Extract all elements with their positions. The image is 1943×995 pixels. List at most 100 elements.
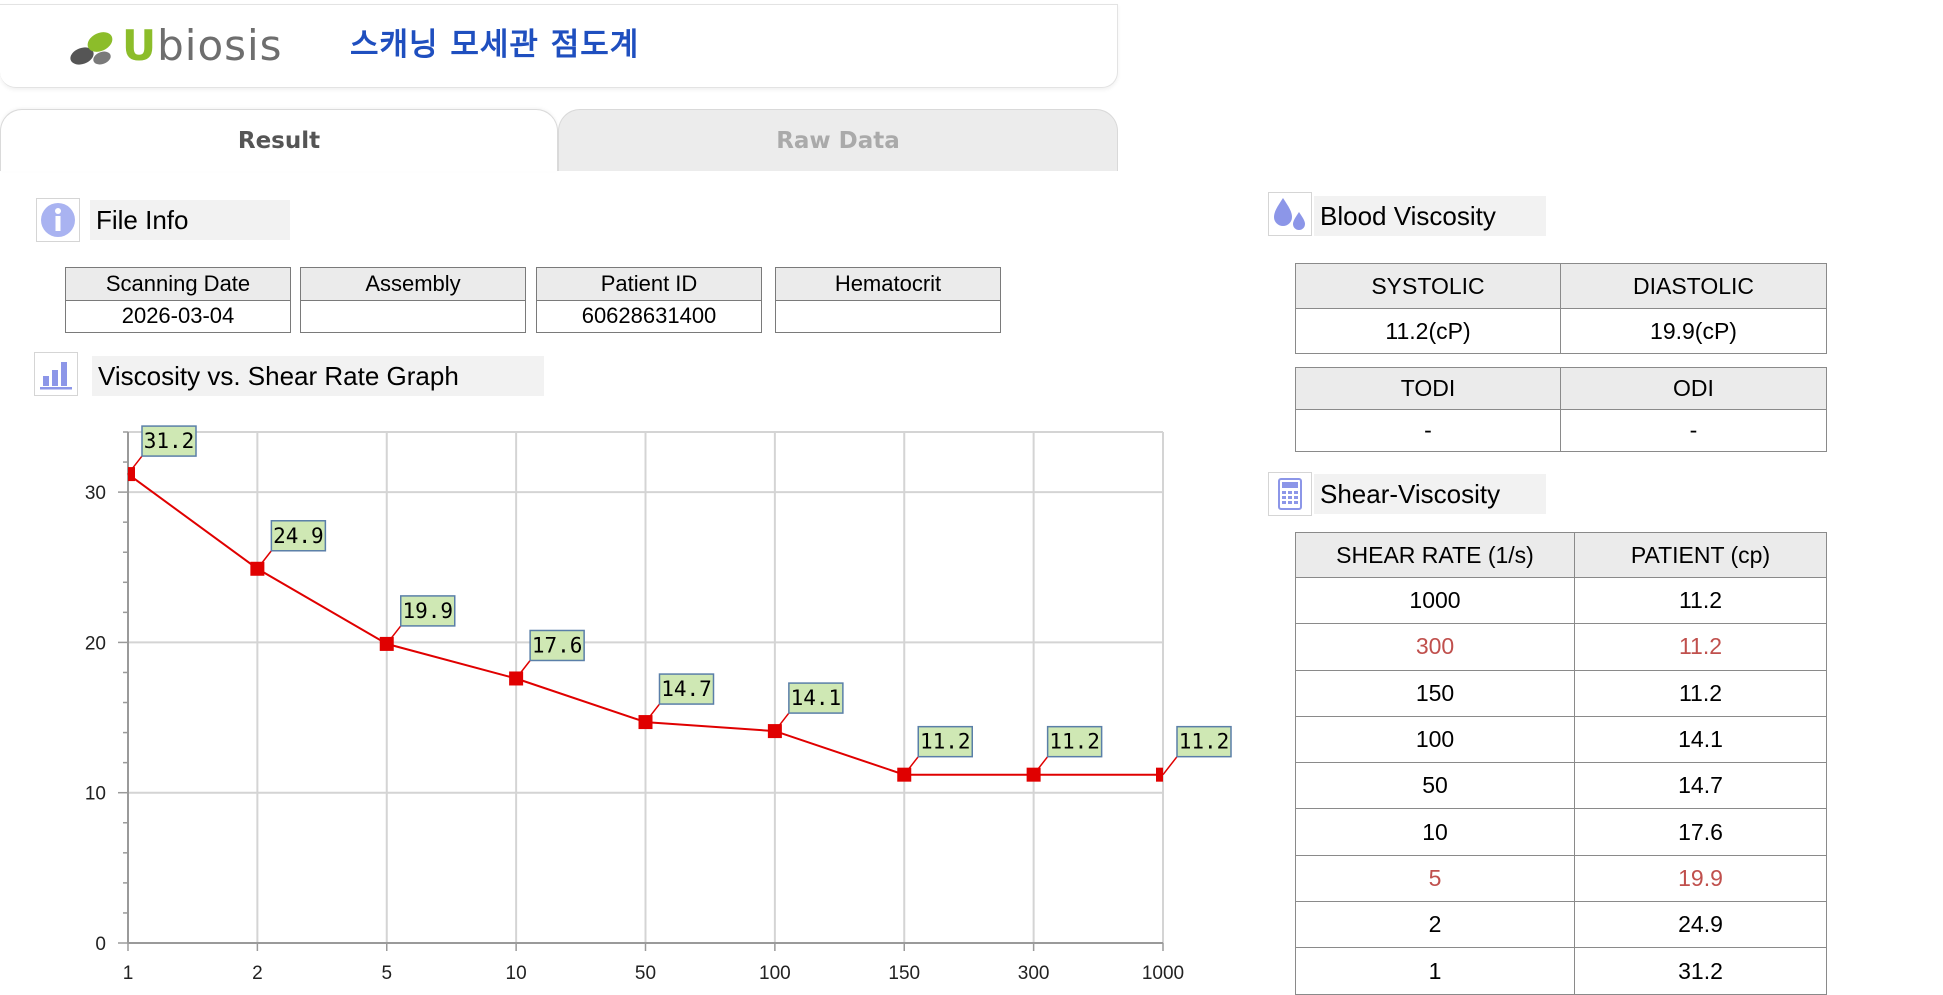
label-leader <box>386 625 402 645</box>
hematocrit-header: Hematocrit <box>775 267 1001 301</box>
app-header <box>0 4 1118 88</box>
data-label: 14.7 <box>661 677 712 701</box>
data-label-box <box>270 520 327 552</box>
data-label-box <box>141 425 197 457</box>
data-label-box <box>1046 725 1103 758</box>
data-label: 11.2 <box>1049 730 1100 754</box>
x-tick-label: 300 <box>1018 963 1050 984</box>
patient-cell: 24.9 <box>1574 901 1827 949</box>
table-row: 50 14.7 <box>1295 762 1827 810</box>
patient-cell: 11.2 <box>1574 669 1827 717</box>
info-icon <box>36 198 80 242</box>
data-point <box>767 724 782 739</box>
odi-header: ODI <box>1560 367 1827 410</box>
blood-viscosity-table: SYSTOLIC DIASTOLIC 11.2(cP) 19.9(cP) <box>1295 263 1827 354</box>
data-label: 19.9 <box>402 599 453 623</box>
x-tick-label: 1 <box>123 963 134 984</box>
tab-raw-data[interactable]: Raw Data <box>558 109 1118 171</box>
y-tick-labels: 0 10 20 30 <box>85 483 106 955</box>
patient-cell: 31.2 <box>1574 947 1827 995</box>
x-tick-label: 100 <box>759 963 791 984</box>
label-leader <box>127 455 143 475</box>
label-leader <box>515 660 531 679</box>
label-leader <box>774 712 790 732</box>
shear-rate-cell: 1000 <box>1295 576 1575 625</box>
todi-value: - <box>1295 409 1561 452</box>
data-label-box <box>400 595 456 627</box>
patient-cell: 11.2 <box>1574 623 1827 671</box>
diastolic-value: 19.9(cP) <box>1560 308 1827 354</box>
data-label: 31.2 <box>144 429 195 453</box>
logo-text-u: U <box>122 21 158 70</box>
shear-rate-cell: 100 <box>1295 715 1575 764</box>
data-point <box>128 467 135 482</box>
systolic-value: 11.2(cP) <box>1295 308 1561 354</box>
table-row: 150 11.2 <box>1295 669 1827 717</box>
table-row: 100 14.1 <box>1295 715 1827 764</box>
tab-result[interactable]: Result <box>0 109 558 171</box>
viscosity-shear-chart: 0 10 20 30 1 2 5 10 50 100 150 300 1000 31.2 24.9 19.… <box>85 425 1232 984</box>
data-label: 17.6 <box>532 633 583 657</box>
systolic-header: SYSTOLIC <box>1295 263 1561 309</box>
label-leader <box>903 756 919 776</box>
assembly-value <box>300 301 526 333</box>
x-tick-label: 5 <box>381 963 392 984</box>
scanning-date-header: Scanning Date <box>65 267 291 301</box>
shear-rate-header: SHEAR RATE (1/s) <box>1295 532 1575 578</box>
table-row: 10 17.6 <box>1295 808 1827 856</box>
table-row: 1000 11.2 <box>1295 576 1827 625</box>
patient-header: PATIENT (cp) <box>1574 532 1827 578</box>
data-label-box <box>529 629 585 662</box>
shear-rate-cell: 1 <box>1295 947 1575 995</box>
graph-title: Viscosity vs. Shear Rate Graph <box>92 356 544 396</box>
odi-table: TODI ODI - - <box>1295 367 1827 452</box>
x-tick-label: 150 <box>888 963 920 984</box>
drops-icon <box>1268 192 1312 236</box>
y-tick-label: 20 <box>85 633 106 654</box>
y-tick-label: 0 <box>95 934 106 955</box>
chart-axes <box>118 431 1164 951</box>
y-tick-label: 10 <box>85 784 106 805</box>
patient-cell: 14.7 <box>1574 762 1827 810</box>
assembly-header: Assembly <box>300 267 526 301</box>
data-label: 11.2 <box>920 730 971 754</box>
patient-id-value: 60628631400 <box>536 301 762 333</box>
shear-rate-cell: 5 <box>1295 854 1575 903</box>
y-tick-label: 30 <box>85 483 106 504</box>
data-point <box>1156 767 1163 782</box>
file-info-title: File Info <box>90 200 290 240</box>
shear-rate-cell: 10 <box>1295 808 1575 856</box>
data-label: 11.2 <box>1179 730 1230 754</box>
shear-rate-cell: 300 <box>1295 623 1575 671</box>
shear-viscosity-table: SHEAR RATE (1/s) PATIENT (cp) 1000 11.2 30… <box>1295 532 1827 995</box>
ubiosis-logo: Ubiosis <box>68 22 298 70</box>
calculator-icon <box>1268 472 1312 516</box>
patient-cell: 14.1 <box>1574 715 1827 764</box>
table-row: 300 11.2 <box>1295 623 1827 671</box>
patient-cell: 11.2 <box>1574 576 1827 625</box>
table-row: 5 19.9 <box>1295 854 1827 903</box>
patient-cell: 19.9 <box>1574 854 1827 903</box>
chart-grid <box>128 431 1164 943</box>
table-row: 2 24.9 <box>1295 901 1827 949</box>
x-tick-label: 2 <box>252 963 263 984</box>
logo-mark-icon <box>70 32 113 65</box>
todi-header: TODI <box>1295 367 1561 410</box>
data-label-box <box>1176 725 1232 758</box>
shear-viscosity-title: Shear-Viscosity <box>1314 474 1546 514</box>
label-leader <box>1033 756 1049 776</box>
label-leader <box>1162 756 1178 776</box>
data-label-box <box>788 682 844 714</box>
data-label-box <box>917 725 973 758</box>
label-leader <box>644 703 661 723</box>
bar-chart-icon <box>34 352 78 396</box>
table-row: 1 31.2 <box>1295 947 1827 995</box>
app-title: 스캐닝 모세관 점도계 <box>350 27 640 63</box>
x-tick-label: 50 <box>635 963 656 984</box>
shear-rate-cell: 2 <box>1295 901 1575 949</box>
x-tick-label: 10 <box>506 963 527 984</box>
logo-text-rest: biosis <box>157 21 283 70</box>
data-label: 24.9 <box>273 524 324 548</box>
data-label-box <box>658 673 715 705</box>
shear-rate-cell: 50 <box>1295 762 1575 810</box>
